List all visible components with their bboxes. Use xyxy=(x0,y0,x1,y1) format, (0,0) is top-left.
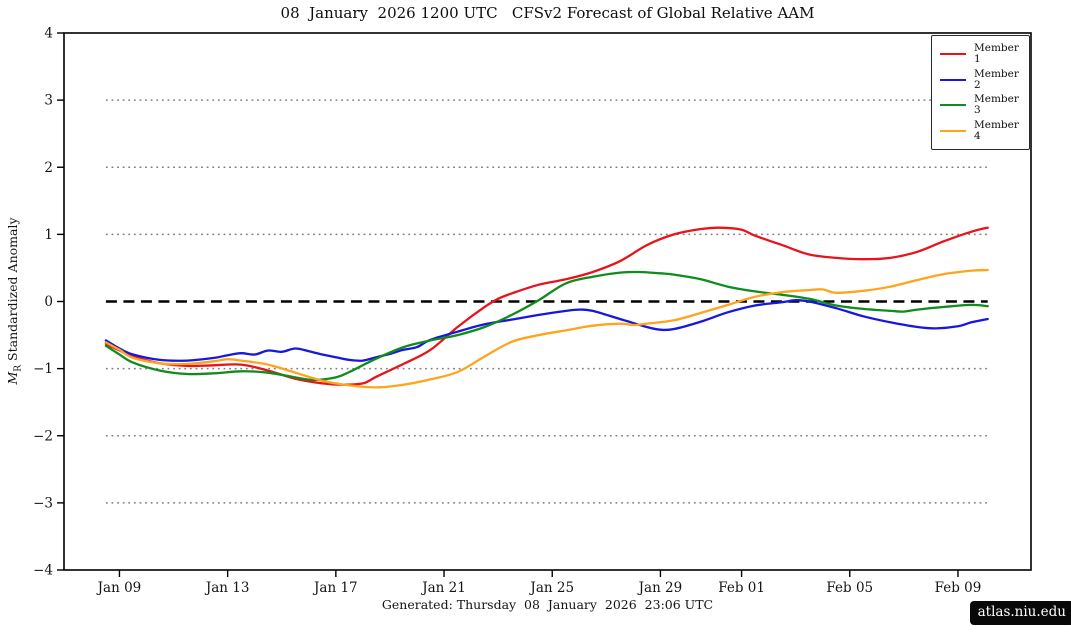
y-tick-label: 3 xyxy=(44,93,53,109)
y-tick-label: −4 xyxy=(33,563,53,579)
ylabel-text: Standardized Anomaly xyxy=(4,217,20,365)
legend-item: Member 3 xyxy=(940,94,1021,116)
x-tick-label: Jan 09 xyxy=(96,580,142,596)
gridlines xyxy=(105,99,988,504)
y-tick-label: 2 xyxy=(44,160,53,176)
x-tick-label: Jan 25 xyxy=(528,580,574,596)
x-tick-label: Jan 21 xyxy=(420,580,466,596)
series-line-member-1 xyxy=(104,226,989,386)
legend-item-label: Member 3 xyxy=(974,93,1019,116)
x-tick-label: Jan 17 xyxy=(312,580,358,596)
site-badge: atlas.niu.edu xyxy=(969,601,1071,625)
series-line-member-2 xyxy=(104,298,989,362)
legend-item: Member 4 xyxy=(940,118,1021,142)
legend-swatch xyxy=(940,53,966,55)
legend-item-label: Member 1 xyxy=(974,42,1019,65)
series-line-member-3 xyxy=(104,270,989,382)
legend-item: Member 1 xyxy=(940,43,1021,65)
x-tick-label: Feb 09 xyxy=(935,580,982,596)
chart-title: 08 January 2026 1200 UTC CFSv2 Forecast … xyxy=(280,4,815,22)
tick-labels: Jan 09 Jan 13 Jan 17 Jan 21 Jan 25 Jan 29 Feb … xyxy=(33,26,981,597)
y-axis-label: MR Standardized Anomaly xyxy=(5,217,24,384)
y-tick-label: −3 xyxy=(33,495,53,511)
legend-swatch xyxy=(940,104,966,106)
x-tick-label: Jan 13 xyxy=(204,580,250,596)
legend-item-label: Member 4 xyxy=(974,118,1019,142)
y-tick-label: −1 xyxy=(33,361,53,377)
legend-swatch xyxy=(940,129,966,132)
y-tick-label: −2 xyxy=(33,428,53,444)
y-tick-label: 1 xyxy=(44,227,53,243)
x-tick-label: Feb 05 xyxy=(826,580,873,596)
ylabel-symbol: M xyxy=(4,371,20,385)
y-tick-label: 4 xyxy=(44,26,53,42)
generated-caption: Generated: Thursday 08 January 2026 23:0… xyxy=(381,597,714,612)
ylabel-subscript: R xyxy=(13,364,24,372)
x-tick-label: Feb 01 xyxy=(718,580,765,596)
legend-item-label: Member 2 xyxy=(974,67,1019,91)
y-tick-label: 0 xyxy=(44,294,53,310)
axes-frame-and-ticks xyxy=(57,32,1032,577)
x-tick-label: Jan 29 xyxy=(637,580,683,596)
legend-item: Member 2 xyxy=(940,67,1021,91)
series-lines xyxy=(104,226,989,389)
legend-swatch xyxy=(940,78,966,81)
series-line-member-4 xyxy=(104,268,989,389)
legend-box: Member 1 Member 2 Member 3 Member 4 xyxy=(931,35,1030,150)
